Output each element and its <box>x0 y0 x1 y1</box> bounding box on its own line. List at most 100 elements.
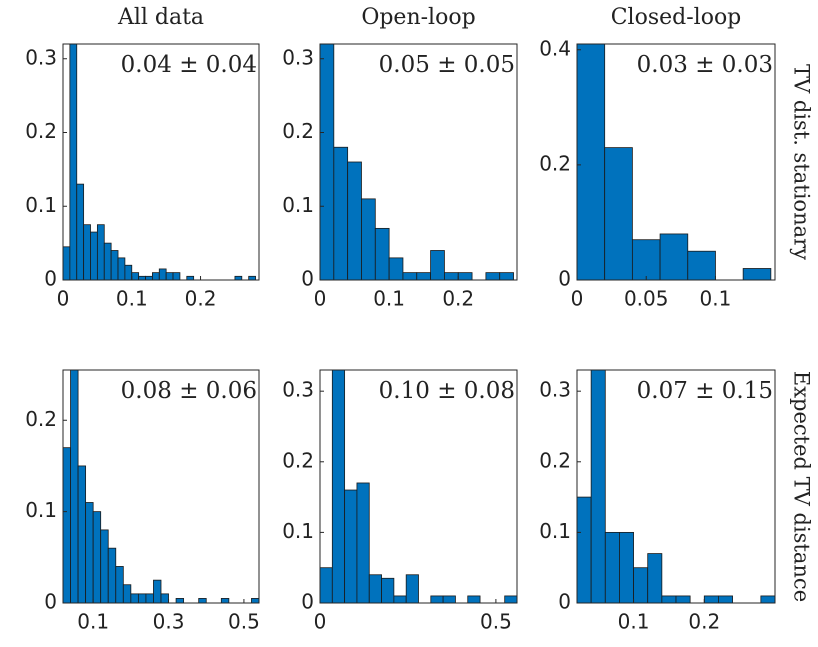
y-tick-label: 0.2 <box>539 151 571 175</box>
bar <box>442 595 456 603</box>
panel: 0 0.1 0.2 0 0.1 0.2 0.3 0.04 ± 0.04 All data <box>25 5 260 311</box>
bar <box>661 595 677 603</box>
x-tick-label: 0.1 <box>618 610 650 634</box>
bar <box>234 275 243 280</box>
bar <box>499 272 514 280</box>
bar <box>718 595 733 603</box>
bar <box>138 275 146 280</box>
bar <box>457 272 473 280</box>
bar <box>388 257 404 280</box>
bar <box>647 553 663 603</box>
panel-title: All data <box>117 5 204 30</box>
axes-box <box>319 43 518 281</box>
bar <box>63 447 71 603</box>
y-tick-label: 0 <box>44 590 57 614</box>
y-tick-label: 0 <box>301 267 314 291</box>
bar <box>504 595 517 603</box>
annotation: 0.05 ± 0.05 <box>379 52 515 78</box>
bar <box>69 44 78 280</box>
bar <box>416 272 431 280</box>
bars <box>63 370 259 603</box>
bars <box>63 44 256 280</box>
y-tick-label: 0.1 <box>25 498 57 522</box>
panel-title: Closed-loop <box>611 5 742 30</box>
x-tick-label: 0.2 <box>442 287 474 311</box>
bar <box>361 198 376 280</box>
panel: 0 0.5 0 0.1 0.2 0.3 0.10 ± 0.08 <box>282 369 518 634</box>
x-tick-label: 0.3 <box>153 610 185 634</box>
y-tick-label: 0.1 <box>539 519 571 543</box>
y-tick-label: 0.2 <box>539 448 571 472</box>
axes-box <box>576 43 776 281</box>
annotation: 0.10 ± 0.08 <box>379 378 515 404</box>
x-tick-label: 0.5 <box>480 610 512 634</box>
bar <box>356 482 370 603</box>
bar <box>117 257 126 280</box>
y-tick-label: 0.2 <box>282 119 314 143</box>
bar <box>703 595 719 603</box>
panel: 0 0.1 0.2 0 0.1 0.2 0.3 0.05 ± 0.05 Open-loop <box>282 5 518 311</box>
bar <box>130 593 139 603</box>
x-tick-label: 0.5 <box>228 610 260 634</box>
bar <box>248 275 256 280</box>
bar <box>158 268 167 280</box>
bar <box>633 567 649 603</box>
bar <box>485 272 501 280</box>
panel: 0 0.05 0.1 0 0.2 0.4 0.03 ± 0.03 Closed-loop TV … <box>539 5 813 311</box>
y-tick-label: 0.1 <box>25 193 57 217</box>
bar <box>347 161 362 280</box>
bar <box>160 593 169 603</box>
bar <box>103 242 112 280</box>
x-tick-label: 0.1 <box>700 287 732 311</box>
y-tick-label: 0.2 <box>282 448 314 472</box>
y-tick-label: 0.2 <box>25 119 57 143</box>
x-tick-label: 0.1 <box>116 287 148 311</box>
bars <box>577 44 772 280</box>
bar <box>590 370 606 603</box>
bar <box>402 272 418 280</box>
axes-box <box>576 369 776 604</box>
row-label: Expected TV distance <box>790 371 814 602</box>
x-tick-label: 0.1 <box>373 287 405 311</box>
annotation: 0.08 ± 0.06 <box>121 378 257 404</box>
y-tick-label: 0.1 <box>282 193 314 217</box>
bars <box>320 370 517 603</box>
y-tick-label: 0 <box>558 267 571 291</box>
bar <box>175 598 185 603</box>
panel: 0.1 0.2 0 0.1 0.2 0.3 0.07 ± 0.15 Expected TV d… <box>539 369 814 634</box>
annotation: 0.04 ± 0.04 <box>121 52 257 78</box>
bar <box>145 593 154 603</box>
bar <box>742 268 772 280</box>
bar <box>100 529 109 603</box>
bar <box>331 370 346 603</box>
bar <box>320 567 333 603</box>
x-tick-label: 0 <box>57 287 70 311</box>
bar <box>172 272 181 280</box>
bar <box>631 239 661 280</box>
bar <box>96 224 105 280</box>
bar <box>165 272 174 280</box>
bar <box>83 224 91 280</box>
y-tick-label: 0 <box>44 267 57 291</box>
x-tick-label: 0.1 <box>77 610 109 634</box>
bar <box>444 272 459 280</box>
bar <box>381 577 395 603</box>
y-tick-label: 0.3 <box>282 378 314 402</box>
x-tick-label: 0 <box>314 287 327 311</box>
bar <box>577 44 606 280</box>
bar <box>659 233 689 280</box>
y-tick-label: 0.2 <box>25 407 57 431</box>
bar <box>374 227 390 280</box>
bar <box>90 231 98 280</box>
y-tick-label: 0.3 <box>25 45 57 69</box>
y-tick-label: 0 <box>301 590 314 614</box>
bar <box>619 531 634 603</box>
bar <box>467 595 481 603</box>
bar <box>430 595 444 603</box>
bar <box>430 250 445 280</box>
bar <box>145 275 153 280</box>
y-tick-label: 0.3 <box>282 45 314 69</box>
annotation: 0.03 ± 0.03 <box>637 52 773 78</box>
bar <box>577 496 592 603</box>
